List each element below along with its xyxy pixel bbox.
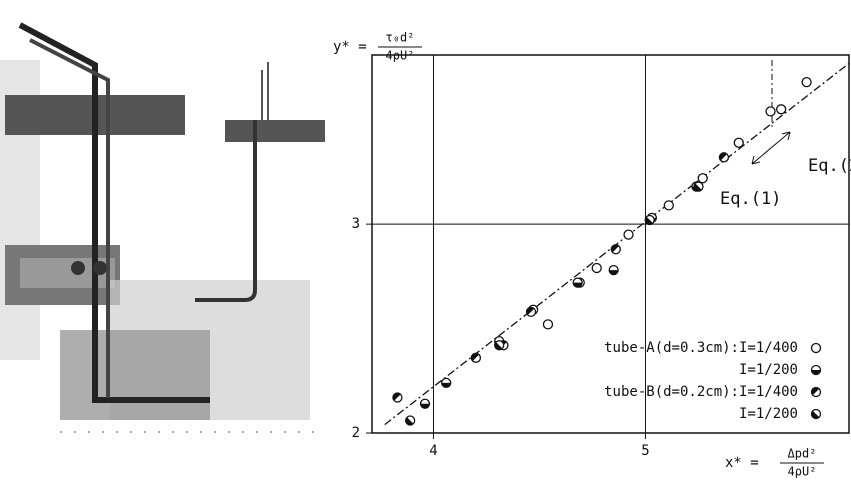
marker-fill: [645, 216, 653, 225]
x-label-prefix: x* =: [725, 455, 759, 471]
data-point: [644, 214, 655, 226]
marker-outline: [697, 173, 708, 184]
y-tick-label: 3: [352, 216, 360, 232]
photo: [0, 0, 325, 440]
y-tick-label: 2: [352, 425, 360, 441]
data-point: [623, 229, 634, 240]
x-label-denominator: 4ρU²: [788, 465, 817, 479]
marker-fill: [694, 183, 702, 192]
data-point: [663, 200, 674, 211]
marker-fill: [392, 393, 401, 401]
marker-outline: [663, 200, 674, 211]
data-point: [693, 181, 704, 192]
marker-fill: [573, 282, 583, 288]
data-point: [776, 104, 787, 115]
data-point: [441, 377, 452, 389]
legend-label: I=1/200: [739, 406, 798, 422]
legend-label: tube-A(d=0.3cm):I=1/400: [604, 340, 798, 356]
data-point: [572, 277, 583, 288]
marker-outline: [542, 319, 554, 330]
marker-outline: [623, 229, 634, 240]
marker-outline: [765, 106, 776, 117]
data-point: [405, 415, 416, 426]
marker-fill: [811, 370, 821, 375]
legend-marker: [810, 364, 822, 376]
marker-outline: [591, 262, 602, 274]
data-point: [419, 398, 431, 409]
marker-fill: [420, 403, 430, 409]
legend-marker: [810, 408, 822, 420]
legend-marker: [810, 342, 822, 354]
legend-marker: [810, 386, 822, 398]
annotation: Eq.(2): [808, 156, 851, 176]
marker-fill: [609, 270, 619, 275]
marker-fill: [405, 417, 414, 425]
data-point: [470, 352, 482, 363]
y-label-prefix: y* =: [333, 39, 367, 55]
eq2-arrow: [751, 131, 791, 165]
y-label-denominator: 4ρU²: [386, 49, 415, 63]
data-point: [718, 152, 730, 163]
marker-outline: [733, 137, 744, 148]
data-point: [591, 262, 602, 274]
data-point: [733, 137, 744, 148]
marker-fill: [611, 244, 619, 253]
data-point: [610, 244, 621, 255]
data-point: [608, 264, 619, 276]
marker-fill: [811, 387, 820, 396]
fit-line: [384, 62, 850, 426]
marker-fill: [494, 342, 503, 350]
legend-label: I=1/200: [739, 362, 798, 378]
data-point: [697, 173, 708, 184]
marker-outline: [801, 76, 812, 88]
x-tick-label: 5: [641, 443, 649, 459]
marker-fill: [719, 152, 728, 161]
data-point: [392, 392, 403, 403]
data-point: [525, 306, 537, 318]
x-label-numerator: Δpd²: [788, 447, 817, 461]
marker-fill: [441, 382, 451, 388]
marker-outline: [810, 342, 822, 354]
data-point: [542, 319, 554, 330]
data-point: [801, 76, 812, 88]
marker-outline: [776, 104, 787, 115]
marker-fill: [471, 353, 480, 361]
legend-label: tube-B(d=0.2cm):I=1/400: [604, 384, 798, 400]
marker-fill: [526, 307, 535, 316]
data-point: [765, 106, 776, 117]
annotation: Eq.(1): [720, 189, 781, 209]
marker-fill: [811, 410, 820, 419]
data-point: [494, 340, 505, 351]
y-label-numerator: τ₀d²: [386, 31, 415, 45]
x-tick-label: 4: [429, 443, 437, 459]
